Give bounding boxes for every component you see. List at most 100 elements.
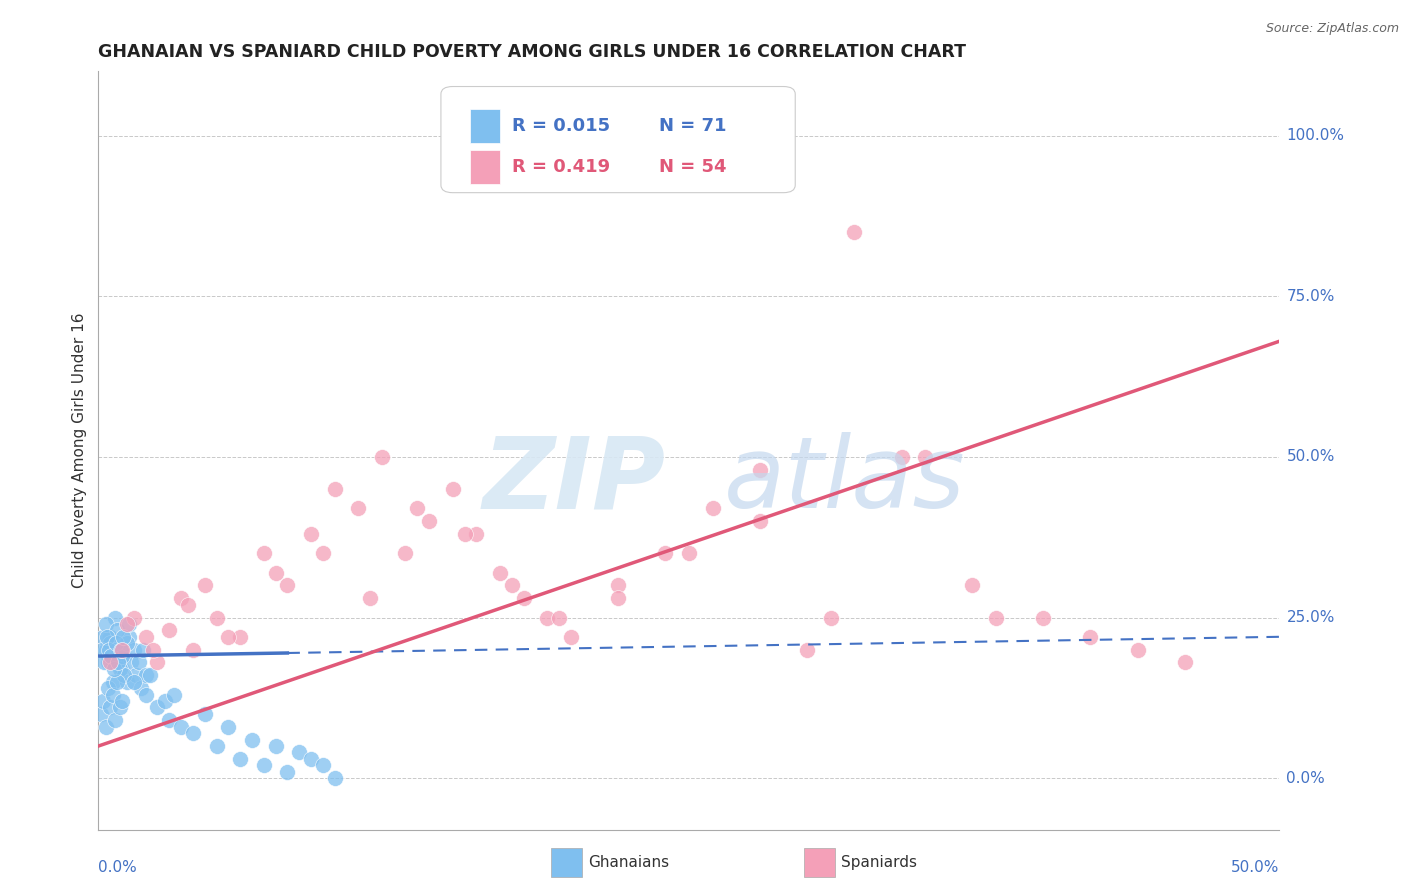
Point: [453, 527, 475, 541]
Text: Spaniards: Spaniards: [841, 855, 917, 870]
Point: [146, 656, 169, 670]
Text: 0.0%: 0.0%: [1286, 771, 1324, 786]
Point: [984, 610, 1007, 624]
Point: [264, 739, 287, 753]
Point: [194, 706, 217, 721]
Point: [115, 636, 138, 650]
Point: [607, 578, 630, 592]
Point: [98, 630, 121, 644]
Point: [312, 758, 335, 772]
Point: [111, 662, 134, 676]
Point: [111, 694, 134, 708]
Point: [229, 752, 252, 766]
Point: [94, 720, 117, 734]
Point: [253, 758, 276, 772]
Point: [962, 578, 984, 592]
Text: R = 0.419: R = 0.419: [512, 158, 610, 176]
Point: [98, 700, 121, 714]
Point: [177, 598, 200, 612]
Point: [112, 668, 135, 682]
Text: N = 54: N = 54: [659, 158, 727, 176]
Point: [94, 642, 117, 657]
Point: [122, 642, 145, 657]
Point: [217, 720, 239, 734]
Point: [132, 642, 155, 657]
Point: [115, 616, 138, 631]
Point: [104, 642, 127, 657]
Point: [560, 630, 582, 644]
Point: [105, 624, 128, 638]
FancyBboxPatch shape: [471, 150, 501, 184]
Point: [101, 688, 124, 702]
Point: [163, 688, 186, 702]
Point: [312, 546, 335, 560]
Point: [181, 642, 204, 657]
Point: [359, 591, 381, 606]
Point: [264, 566, 287, 580]
FancyBboxPatch shape: [471, 109, 501, 143]
Point: [1126, 642, 1149, 657]
Point: [394, 546, 416, 560]
Point: [105, 656, 128, 670]
Point: [108, 642, 131, 657]
Point: [1174, 656, 1197, 670]
Point: [678, 546, 700, 560]
Point: [93, 656, 115, 670]
Point: [110, 642, 132, 657]
Point: [240, 732, 263, 747]
Point: [1080, 630, 1102, 644]
Point: [406, 501, 429, 516]
Point: [139, 668, 162, 682]
Point: [914, 450, 936, 464]
Point: [299, 527, 322, 541]
Point: [90, 706, 112, 721]
Point: [512, 591, 534, 606]
Point: [97, 649, 120, 664]
Point: [371, 450, 394, 464]
Point: [607, 591, 630, 606]
Point: [98, 656, 121, 670]
Text: ZIP: ZIP: [482, 433, 665, 529]
Point: [205, 610, 228, 624]
Point: [98, 642, 121, 657]
Text: 50.0%: 50.0%: [1232, 860, 1279, 875]
Point: [103, 662, 125, 676]
Point: [170, 591, 193, 606]
Text: R = 0.015: R = 0.015: [512, 117, 610, 135]
Point: [418, 514, 440, 528]
Point: [299, 752, 322, 766]
Point: [796, 642, 818, 657]
Point: [157, 714, 180, 728]
Text: 100.0%: 100.0%: [1286, 128, 1344, 143]
Point: [91, 630, 114, 644]
Point: [112, 649, 135, 664]
Point: [844, 225, 866, 239]
Point: [548, 610, 571, 624]
FancyBboxPatch shape: [441, 87, 796, 193]
Point: [170, 720, 193, 734]
Point: [97, 681, 120, 696]
Point: [135, 688, 157, 702]
Point: [748, 463, 770, 477]
Point: [96, 630, 118, 644]
Point: [101, 656, 124, 670]
Point: [118, 616, 141, 631]
Point: [157, 624, 180, 638]
Point: [194, 578, 217, 592]
Point: [1032, 610, 1054, 624]
Point: [146, 700, 169, 714]
Point: [465, 527, 488, 541]
Point: [104, 610, 127, 624]
Point: [122, 610, 145, 624]
Point: [135, 630, 157, 644]
Point: [105, 674, 128, 689]
Text: atlas: atlas: [724, 433, 966, 529]
Point: [153, 694, 176, 708]
Point: [347, 501, 370, 516]
Point: [820, 610, 842, 624]
Point: [276, 764, 298, 779]
Point: [91, 694, 114, 708]
Point: [100, 649, 122, 664]
Point: [91, 642, 114, 657]
Point: [125, 668, 148, 682]
